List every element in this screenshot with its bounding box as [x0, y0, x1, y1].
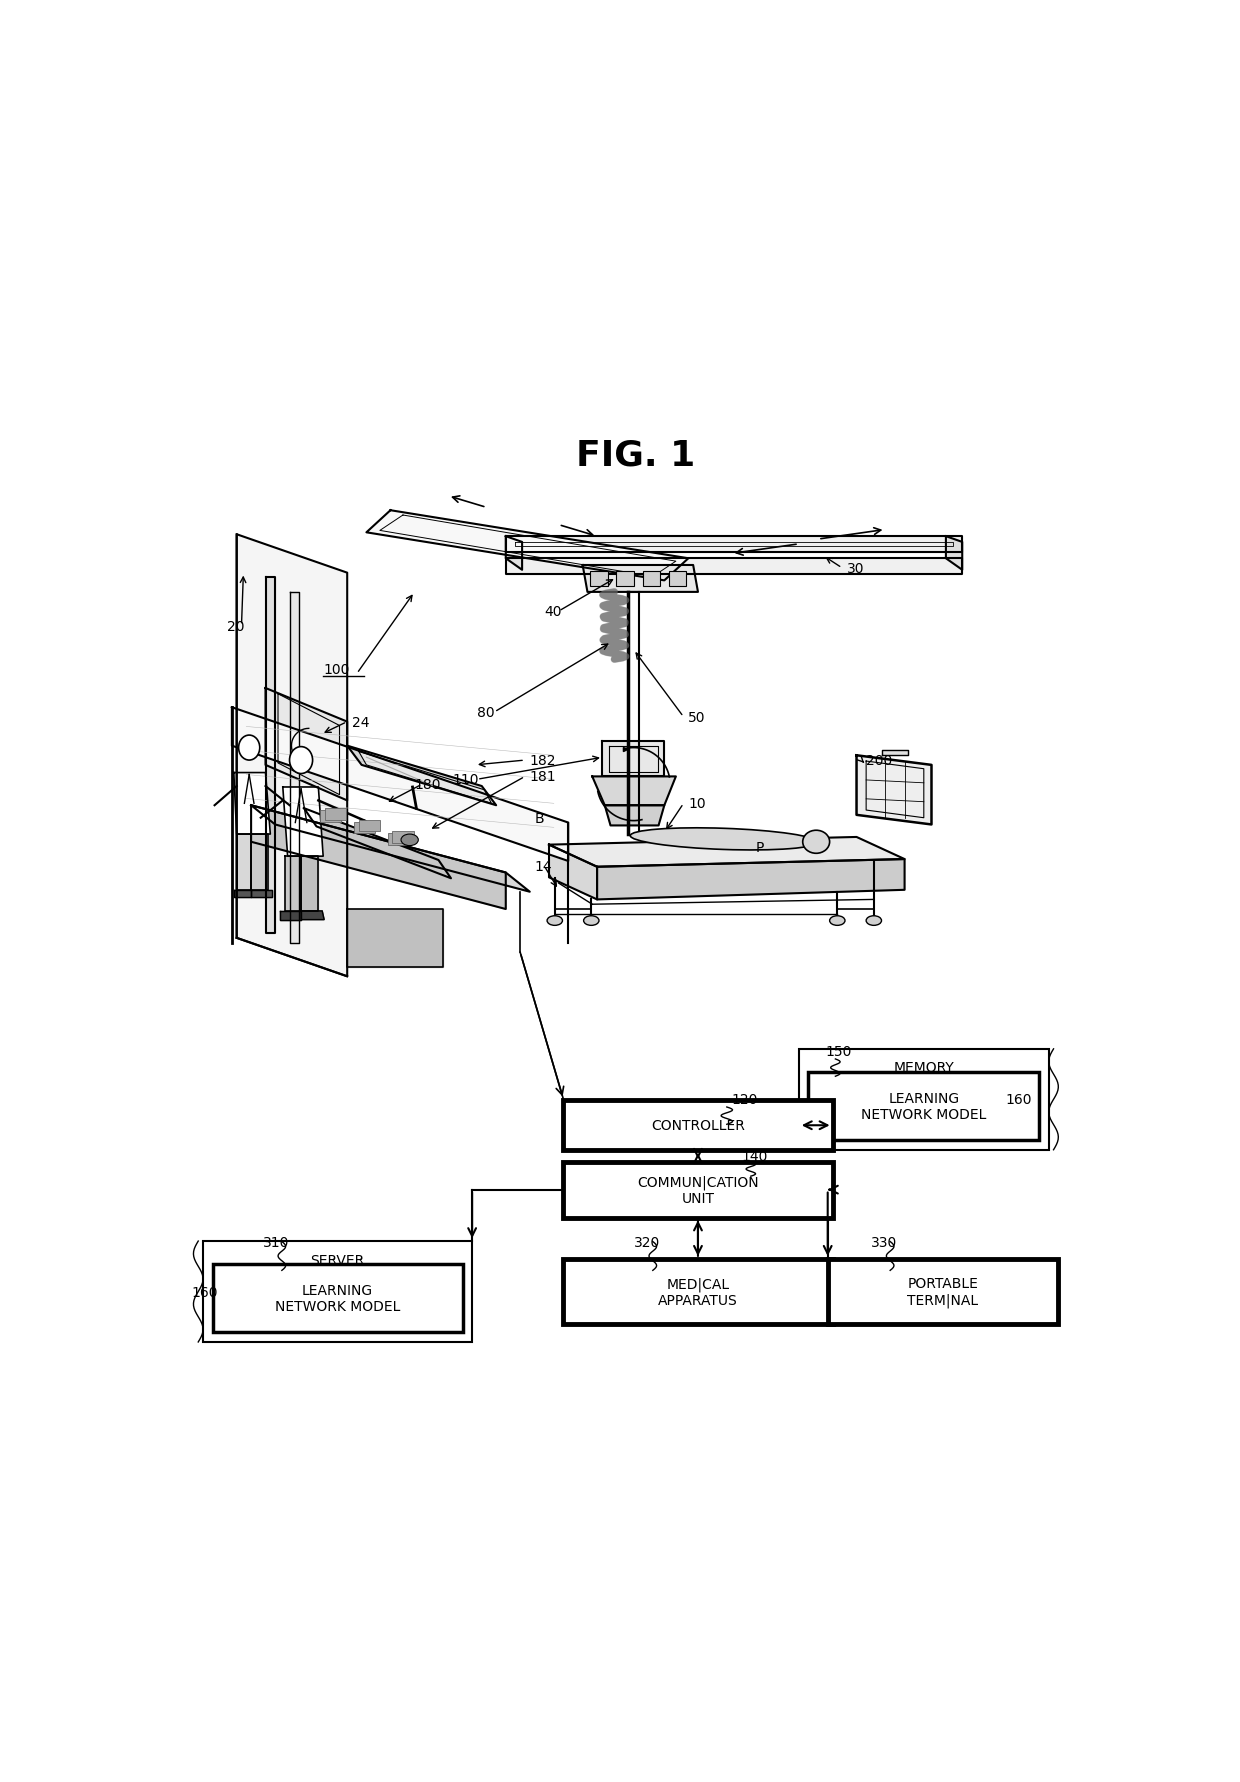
- Text: 320: 320: [634, 1235, 660, 1249]
- FancyBboxPatch shape: [388, 834, 409, 845]
- Polygon shape: [593, 777, 676, 805]
- Text: 160: 160: [1006, 1092, 1032, 1107]
- Text: 182: 182: [529, 754, 557, 768]
- Polygon shape: [234, 773, 270, 834]
- Polygon shape: [549, 838, 905, 868]
- Polygon shape: [234, 891, 250, 898]
- FancyBboxPatch shape: [808, 1073, 1039, 1140]
- Text: 140: 140: [742, 1149, 768, 1164]
- Text: 110: 110: [453, 773, 480, 788]
- Text: 14: 14: [534, 859, 552, 873]
- Polygon shape: [285, 857, 301, 911]
- Text: 120: 120: [732, 1092, 758, 1107]
- Polygon shape: [857, 756, 931, 825]
- Text: B: B: [534, 811, 544, 825]
- Polygon shape: [232, 707, 568, 861]
- Polygon shape: [367, 511, 688, 581]
- Polygon shape: [347, 747, 496, 805]
- Text: 20: 20: [227, 618, 244, 633]
- FancyBboxPatch shape: [644, 572, 661, 586]
- Polygon shape: [304, 809, 451, 879]
- FancyBboxPatch shape: [392, 832, 413, 843]
- Polygon shape: [358, 752, 491, 804]
- Polygon shape: [280, 911, 301, 920]
- Polygon shape: [605, 805, 665, 825]
- FancyBboxPatch shape: [213, 1265, 463, 1333]
- Polygon shape: [301, 911, 324, 920]
- FancyBboxPatch shape: [590, 572, 608, 586]
- FancyBboxPatch shape: [563, 1101, 832, 1151]
- Polygon shape: [596, 859, 905, 900]
- Text: 200: 200: [866, 754, 893, 768]
- FancyBboxPatch shape: [325, 809, 346, 820]
- FancyBboxPatch shape: [203, 1242, 472, 1342]
- Text: COMMUN|CATION
UNIT: COMMUN|CATION UNIT: [637, 1174, 759, 1205]
- Polygon shape: [250, 834, 268, 891]
- Text: 24: 24: [352, 715, 370, 729]
- Polygon shape: [301, 857, 319, 911]
- Text: 180: 180: [414, 777, 441, 791]
- Polygon shape: [583, 565, 698, 593]
- Text: MED|CAL
APPARATUS: MED|CAL APPARATUS: [658, 1276, 738, 1308]
- Polygon shape: [265, 577, 275, 934]
- Polygon shape: [250, 805, 506, 909]
- Text: 181: 181: [529, 770, 557, 784]
- Ellipse shape: [547, 916, 563, 927]
- FancyBboxPatch shape: [799, 1050, 1049, 1149]
- Text: LEARNING
NETWORK MODEL: LEARNING NETWORK MODEL: [861, 1091, 987, 1121]
- Text: 330: 330: [870, 1235, 898, 1249]
- FancyBboxPatch shape: [353, 822, 374, 834]
- FancyBboxPatch shape: [563, 1260, 832, 1324]
- Ellipse shape: [830, 916, 844, 927]
- Text: 80: 80: [477, 706, 495, 720]
- FancyBboxPatch shape: [670, 572, 687, 586]
- Polygon shape: [506, 536, 962, 552]
- Text: 40: 40: [544, 604, 562, 618]
- FancyBboxPatch shape: [616, 572, 634, 586]
- Polygon shape: [250, 805, 529, 893]
- Text: 30: 30: [847, 561, 864, 576]
- Polygon shape: [265, 688, 347, 800]
- FancyBboxPatch shape: [828, 1260, 1058, 1324]
- Text: PORTABLE
TERM|NAL: PORTABLE TERM|NAL: [908, 1276, 978, 1308]
- Polygon shape: [601, 741, 665, 777]
- Text: MEMORY: MEMORY: [894, 1060, 954, 1075]
- Text: 150: 150: [826, 1044, 852, 1059]
- Text: 160: 160: [191, 1285, 218, 1299]
- Text: P: P: [755, 839, 764, 854]
- Polygon shape: [506, 536, 522, 570]
- Text: LEARNING
NETWORK MODEL: LEARNING NETWORK MODEL: [275, 1283, 401, 1313]
- Ellipse shape: [238, 736, 259, 761]
- Ellipse shape: [290, 747, 312, 773]
- Polygon shape: [283, 788, 324, 857]
- FancyBboxPatch shape: [320, 811, 341, 822]
- FancyBboxPatch shape: [358, 820, 379, 832]
- Text: 50: 50: [688, 711, 706, 725]
- Ellipse shape: [802, 830, 830, 854]
- Polygon shape: [237, 535, 347, 977]
- Polygon shape: [506, 560, 962, 574]
- Polygon shape: [250, 891, 273, 898]
- Polygon shape: [237, 834, 250, 891]
- Text: FIG. 1: FIG. 1: [575, 438, 696, 472]
- FancyBboxPatch shape: [563, 1162, 832, 1217]
- Polygon shape: [946, 536, 962, 570]
- Ellipse shape: [584, 916, 599, 927]
- Text: CONTROLLER: CONTROLLER: [651, 1119, 745, 1133]
- Text: 10: 10: [688, 797, 706, 811]
- Polygon shape: [290, 593, 299, 943]
- Polygon shape: [347, 909, 444, 968]
- Text: 310: 310: [263, 1235, 289, 1249]
- Polygon shape: [882, 750, 909, 756]
- Ellipse shape: [866, 916, 882, 927]
- Ellipse shape: [630, 829, 817, 850]
- Text: 100: 100: [324, 663, 350, 677]
- Text: SERVER: SERVER: [310, 1253, 365, 1267]
- Polygon shape: [549, 845, 596, 900]
- Ellipse shape: [401, 834, 418, 846]
